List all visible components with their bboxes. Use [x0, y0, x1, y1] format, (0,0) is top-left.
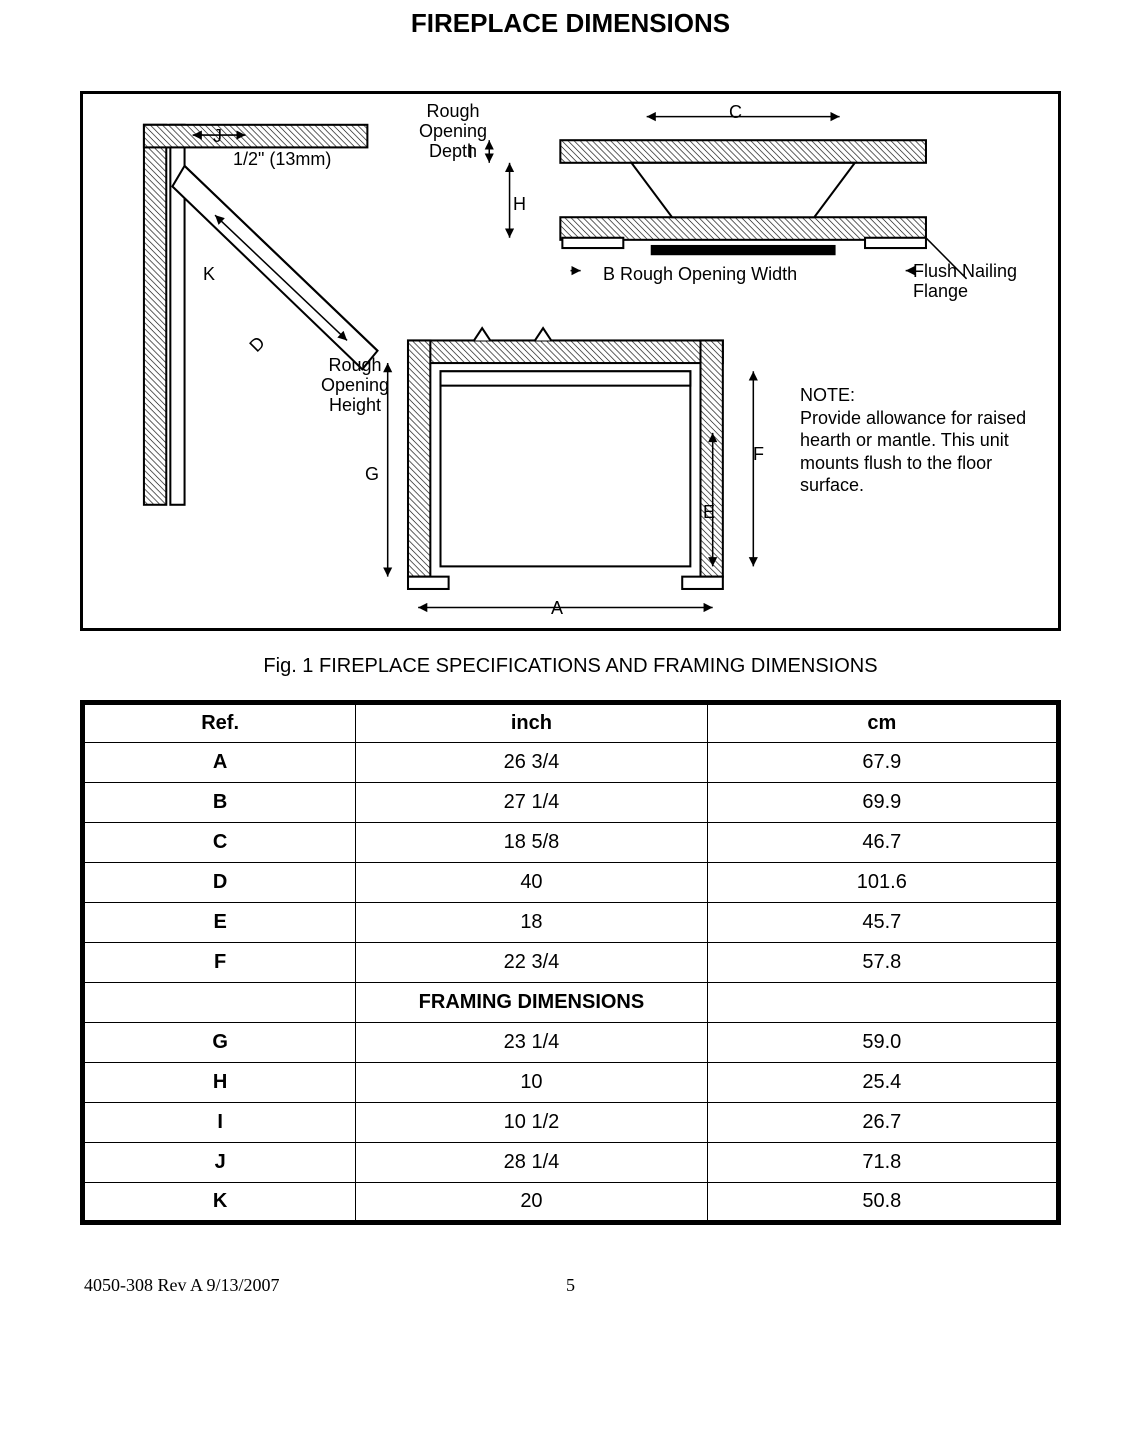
cell-ref: I	[83, 1103, 356, 1143]
label-g: G	[365, 464, 379, 485]
cell-cm: 25.4	[707, 1063, 1058, 1103]
cell-ref: F	[83, 943, 356, 983]
cell-ref: E	[83, 903, 356, 943]
label-half-inch: 1/2" (13mm)	[233, 149, 331, 170]
cell-cm: 71.8	[707, 1143, 1058, 1183]
label-flange: Flush Nailing Flange	[913, 262, 1033, 302]
cell-cm: 67.9	[707, 743, 1058, 783]
cell-ref: D	[83, 863, 356, 903]
label-k: K	[203, 264, 215, 285]
table-row: C18 5/846.7	[83, 823, 1059, 863]
table-row: G23 1/459.0	[83, 1023, 1059, 1063]
label-h: H	[513, 194, 526, 215]
note-box: NOTE: Provide allowance for raised heart…	[800, 384, 1040, 497]
label-i: I	[468, 142, 473, 163]
cell-cm: 69.9	[707, 783, 1058, 823]
footer-left: 4050-308 Rev A 9/13/2007	[84, 1275, 280, 1296]
label-c: C	[729, 102, 742, 123]
cell-inch: 10 1/2	[356, 1103, 707, 1143]
col-cm: cm	[707, 703, 1058, 743]
cell-cm: 26.7	[707, 1103, 1058, 1143]
cell-cm: 57.8	[707, 943, 1058, 983]
section-label: FRAMING DIMENSIONS	[356, 983, 707, 1023]
cell-cm: 101.6	[707, 863, 1058, 903]
cell-ref: G	[83, 1023, 356, 1063]
fireplace-diagram	[83, 94, 1058, 628]
cell-inch: 10	[356, 1063, 707, 1103]
note-body: Provide allowance for raised hearth or m…	[800, 408, 1026, 496]
dimensions-table: Ref. inch cm A26 3/467.9B27 1/469.9C18 5…	[80, 700, 1061, 1225]
cell-ref: C	[83, 823, 356, 863]
cell-inch: 18	[356, 903, 707, 943]
cell-cm: 46.7	[707, 823, 1058, 863]
label-b-width: B Rough Opening Width	[603, 264, 797, 285]
table-row: K2050.8	[83, 1183, 1059, 1223]
label-a: A	[551, 598, 563, 619]
cell-inch: 23 1/4	[356, 1023, 707, 1063]
label-j: J	[213, 126, 222, 147]
table-row: E1845.7	[83, 903, 1059, 943]
cell-inch: 22 3/4	[356, 943, 707, 983]
page-title: FIREPLACE DIMENSIONS	[80, 0, 1061, 39]
table-row: B27 1/469.9	[83, 783, 1059, 823]
table-row: F22 3/457.8	[83, 943, 1059, 983]
label-e: E	[703, 502, 715, 523]
cell-ref: K	[83, 1183, 356, 1223]
note-title: NOTE:	[800, 385, 855, 405]
col-inch: inch	[356, 703, 707, 743]
cell-inch: 28 1/4	[356, 1143, 707, 1183]
cell-ref: A	[83, 743, 356, 783]
diagram-frame: J 1/2" (13mm) K D Rough Opening Depth I …	[80, 91, 1061, 631]
table-header-row: Ref. inch cm	[83, 703, 1059, 743]
label-f: F	[753, 444, 764, 465]
footer-page-number: 5	[566, 1275, 575, 1296]
section-blank-right	[707, 983, 1058, 1023]
table-row: I10 1/226.7	[83, 1103, 1059, 1143]
table-row: J28 1/471.8	[83, 1143, 1059, 1183]
cell-ref: H	[83, 1063, 356, 1103]
label-rough-depth: Rough Opening Depth	[413, 102, 493, 161]
section-blank-left	[83, 983, 356, 1023]
cell-cm: 50.8	[707, 1183, 1058, 1223]
cell-inch: 27 1/4	[356, 783, 707, 823]
cell-cm: 45.7	[707, 903, 1058, 943]
table-row: H1025.4	[83, 1063, 1059, 1103]
figure-caption: Fig. 1 FIREPLACE SPECIFICATIONS AND FRAM…	[80, 655, 1061, 678]
cell-cm: 59.0	[707, 1023, 1058, 1063]
label-rough-height: Rough Opening Height	[315, 356, 395, 415]
page-footer: 4050-308 Rev A 9/13/2007 5 4050-308 Rev …	[80, 1275, 1061, 1296]
cell-ref: J	[83, 1143, 356, 1183]
cell-inch: 26 3/4	[356, 743, 707, 783]
cell-inch: 40	[356, 863, 707, 903]
cell-inch: 20	[356, 1183, 707, 1223]
section-row: FRAMING DIMENSIONS	[83, 983, 1059, 1023]
table-row: A26 3/467.9	[83, 743, 1059, 783]
col-ref: Ref.	[83, 703, 356, 743]
cell-ref: B	[83, 783, 356, 823]
cell-inch: 18 5/8	[356, 823, 707, 863]
table-row: D40101.6	[83, 863, 1059, 903]
